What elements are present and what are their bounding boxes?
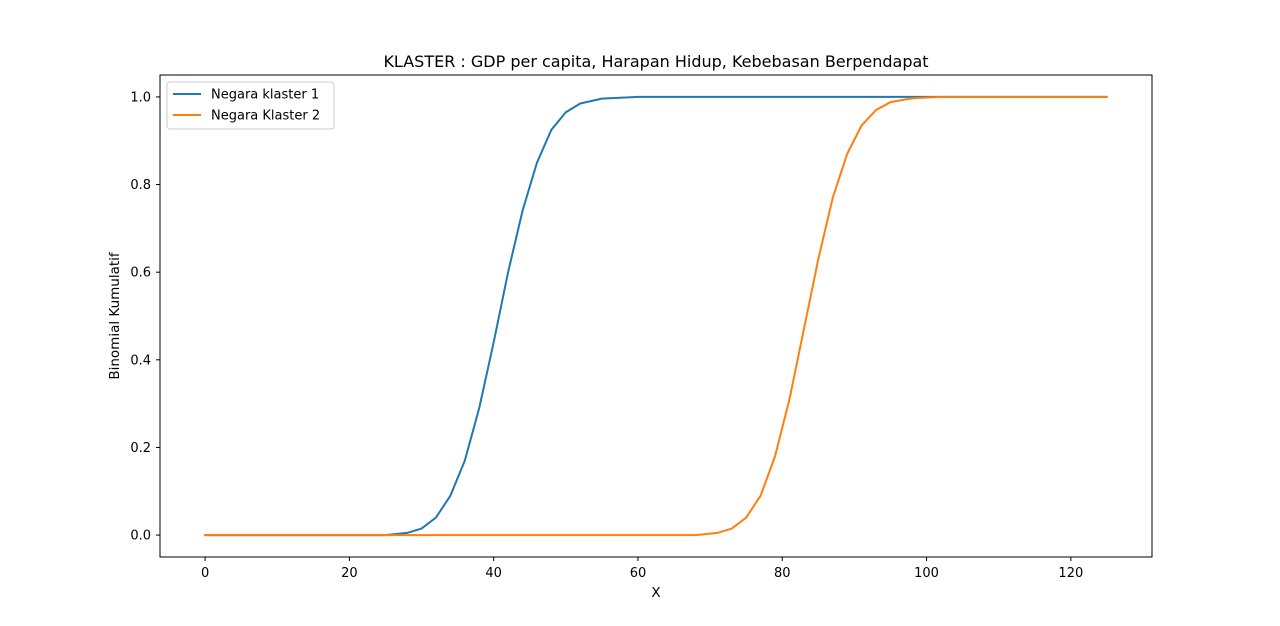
x-tick-label: 20 (341, 566, 358, 581)
legend: Negara klaster 1 Negara Klaster 2 (166, 81, 335, 130)
y-axis-label: Binomial Kumulatif (107, 251, 123, 380)
y-tick-label: 0.6 (130, 266, 151, 281)
x-axis-label: X (651, 585, 660, 601)
x-tick-label: 60 (630, 566, 647, 581)
axes-frame (159, 74, 1153, 558)
x-tick-label: 80 (774, 566, 791, 581)
y-tick-label: 0.8 (130, 178, 151, 193)
ticks-layer: 0 20 40 60 80 100 120 0.0 0.2 0.4 0.6 0.8 1.0 (130, 90, 1083, 581)
legend-box (166, 81, 335, 130)
x-tick-label: 40 (485, 566, 502, 581)
y-tick-label: 1.0 (130, 90, 151, 105)
y-tick-label: 0.0 (130, 529, 151, 544)
y-tick-label: 0.4 (130, 353, 151, 368)
x-tick-label: 120 (1058, 566, 1083, 581)
chart-title: KLASTER : GDP per capita, Harapan Hidup,… (383, 52, 928, 71)
y-tick-label: 0.2 (130, 441, 151, 456)
series-line-2 (204, 95, 1108, 537)
series-layer (204, 95, 1108, 537)
legend-label-2: Negara Klaster 2 (211, 109, 320, 124)
legend-label-1: Negara klaster 1 (211, 88, 319, 103)
x-tick-label: 0 (201, 566, 209, 581)
x-tick-label: 100 (914, 566, 939, 581)
series-line-1 (204, 95, 1108, 537)
